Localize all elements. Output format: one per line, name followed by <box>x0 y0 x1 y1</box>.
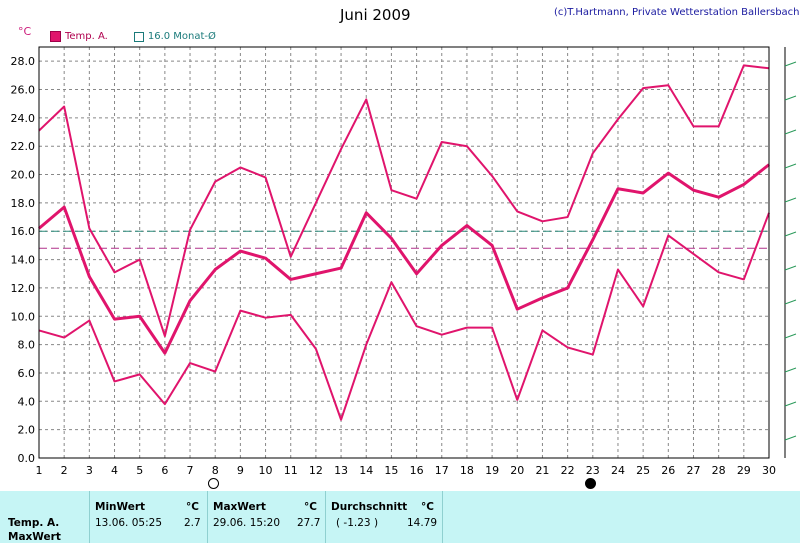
right-axis-tick <box>784 435 797 441</box>
x-tick-label: 2 <box>61 464 68 477</box>
right-axis-tick <box>784 61 797 67</box>
x-tick-label: 5 <box>136 464 143 477</box>
new-moon-icon <box>585 478 597 489</box>
x-tick-label: 17 <box>435 464 449 477</box>
x-tick-label: 4 <box>111 464 118 477</box>
x-tick-label: 25 <box>636 464 650 477</box>
max-header: MaxWert <box>213 501 266 513</box>
y-tick-label: 12.0 <box>11 282 36 295</box>
x-tick-label: 11 <box>284 464 298 477</box>
y-tick-label: 24.0 <box>11 112 36 125</box>
x-tick-label: 20 <box>510 464 524 477</box>
x-tick-labels: 1 2 3 4 5 6 7 8 9 10 11 12 13 14 15 16 17 18 19 20 21 22 23 24 2… <box>36 464 777 477</box>
right-axis-tick <box>784 265 797 271</box>
right-axis-tick <box>784 95 797 101</box>
row-label-temp: Temp. A. <box>8 517 60 529</box>
y-tick-label: 6.0 <box>18 367 36 380</box>
series-lines <box>38 64 770 421</box>
right-axis-tick <box>784 333 797 339</box>
right-axis-tick <box>784 129 797 135</box>
max-date: 29.06. 15:20 <box>213 517 280 529</box>
legend-swatch-temp <box>50 31 61 42</box>
min-date: 13.06. 05:25 <box>95 517 162 529</box>
right-axis-tick <box>784 367 797 373</box>
x-tick-label: 1 <box>36 464 43 477</box>
stats-panel: MinWert °C MaxWert °C Durchschnitt °C Te… <box>0 491 800 543</box>
plot-frame <box>38 46 770 459</box>
chart-title: Juni 2009 <box>340 6 411 24</box>
x-tick-label: 6 <box>161 464 168 477</box>
y-tick-label: 0.0 <box>18 452 36 465</box>
legend-label-monthly-avg: 16.0 Monat-Ø <box>147 31 216 42</box>
x-tick-label: 9 <box>237 464 244 477</box>
y-tick-label: 10.0 <box>11 310 36 323</box>
y-tick-label: 28.0 <box>11 55 36 68</box>
credit-text: (c)T.Hartmann, Private Wetterstation Bal… <box>554 7 800 18</box>
x-tick-label: 22 <box>561 464 575 477</box>
x-tick-label: 18 <box>460 464 474 477</box>
x-tick-label: 12 <box>309 464 323 477</box>
panel-divider <box>207 491 208 543</box>
y-tick-label: 4.0 <box>18 395 36 408</box>
x-tick-label: 16 <box>410 464 424 477</box>
x-tick-label: 23 <box>586 464 600 477</box>
avg-header: Durchschnitt <box>331 501 408 513</box>
y-tick-label: 18.0 <box>11 197 36 210</box>
legend: Temp. A. 16.0 Monat-Ø <box>50 31 236 42</box>
grid <box>38 47 770 459</box>
right-axis-strip <box>784 47 797 458</box>
legend-swatch-monthly-avg <box>133 31 144 42</box>
min-unit: °C <box>186 501 199 513</box>
x-tick-label: 24 <box>611 464 625 477</box>
full-moon-icon <box>207 478 219 489</box>
legend-item-temp: Temp. A. <box>50 31 108 42</box>
x-tick-label: 15 <box>384 464 398 477</box>
legend-item-monthly-avg: 16.0 Monat-Ø <box>133 31 216 42</box>
series-line-mean <box>38 163 770 355</box>
average-lines <box>39 230 769 249</box>
x-tick-label: 19 <box>485 464 499 477</box>
x-tick-label: 3 <box>86 464 93 477</box>
max-unit: °C <box>304 501 317 513</box>
x-tick-label: 14 <box>359 464 373 477</box>
avg-deviation: ( -1.23 ) <box>336 517 379 529</box>
x-tick-label: 29 <box>737 464 751 477</box>
right-axis-tick <box>784 231 797 237</box>
row-label-maxwert: MaxWert <box>8 531 61 543</box>
temperature-chart: 0.0 2.0 4.0 6.0 8.0 10.0 12.0 14.0 16.0 18.0 20.0 2… <box>11 46 797 477</box>
series-line-max <box>38 64 770 338</box>
min-value: 2.7 <box>184 517 201 529</box>
min-header: MinWert <box>95 501 146 513</box>
x-tick-label: 10 <box>259 464 273 477</box>
right-axis-tick <box>784 163 797 169</box>
y-unit-label: °C <box>18 25 32 38</box>
right-axis-tick <box>784 401 797 407</box>
y-tick-label: 14.0 <box>11 254 36 267</box>
y-tick-label: 26.0 <box>11 84 36 97</box>
y-tick-label: 16.0 <box>11 225 36 238</box>
x-tick-label: 30 <box>762 464 776 477</box>
panel-divider <box>325 491 326 543</box>
x-tick-label: 7 <box>187 464 194 477</box>
x-tick-label: 27 <box>686 464 700 477</box>
panel-divider <box>89 491 90 543</box>
y-tick-label: 22.0 <box>11 140 36 153</box>
x-tick-label: 13 <box>334 464 348 477</box>
y-tick-labels: 0.0 2.0 4.0 6.0 8.0 10.0 12.0 14.0 16.0 18.0 20.0 2… <box>11 55 36 465</box>
avg-unit: °C <box>421 501 434 513</box>
right-axis-tick <box>784 299 797 305</box>
y-tick-label: 2.0 <box>18 424 36 437</box>
legend-label-temp: Temp. A. <box>65 31 108 42</box>
x-tick-label: 28 <box>712 464 726 477</box>
panel-divider <box>442 491 443 543</box>
right-axis-tick <box>784 197 797 203</box>
x-tick-label: 8 <box>212 464 219 477</box>
x-tick-label: 21 <box>535 464 549 477</box>
series-line-min <box>38 212 770 421</box>
y-tick-label: 8.0 <box>18 339 36 352</box>
avg-value: 14.79 <box>407 517 438 529</box>
x-tick-label: 26 <box>661 464 675 477</box>
y-tick-label: 20.0 <box>11 169 36 182</box>
max-value: 27.7 <box>297 517 321 529</box>
